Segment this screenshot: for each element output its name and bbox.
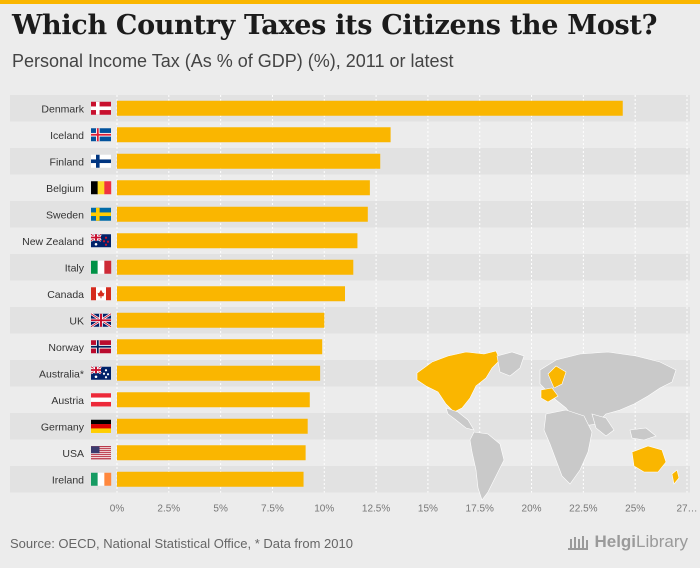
- category-label: Germany: [41, 421, 85, 433]
- category-label: Sweden: [46, 209, 84, 221]
- category-label: Belgium: [46, 183, 84, 195]
- brand-name-b: Library: [636, 532, 688, 551]
- x-tick-label: 15%: [418, 504, 438, 515]
- x-tick-label: 25%: [625, 504, 645, 515]
- flag-fi-icon: [91, 154, 111, 168]
- bar-is: [117, 127, 391, 143]
- row-band: [10, 466, 690, 493]
- category-label: Australia*: [39, 368, 84, 380]
- bar-it: [117, 259, 354, 275]
- map-region: [540, 387, 559, 403]
- category-label: Ireland: [52, 474, 84, 486]
- map-region: [671, 469, 680, 485]
- map-region: [469, 431, 505, 501]
- category-label: Denmark: [41, 103, 84, 115]
- chart-subtitle: Personal Income Tax (As % of GDP) (%), 2…: [12, 51, 454, 71]
- flag-be-icon: [91, 181, 112, 195]
- category-label: Italy: [65, 262, 85, 274]
- map-region: [629, 427, 657, 441]
- x-tick-label: 5%: [213, 504, 228, 515]
- top-accent-bar: [0, 0, 700, 4]
- flag-at-icon: [91, 393, 111, 407]
- map-region: [591, 413, 615, 437]
- map-region: [631, 445, 667, 473]
- flag-no-icon: [91, 340, 111, 354]
- category-label: Iceland: [50, 130, 84, 142]
- bar-se: [117, 206, 368, 222]
- category-label: USA: [62, 448, 84, 460]
- flag-nz-icon: [90, 233, 111, 248]
- bar-nz: [117, 233, 358, 249]
- map-region: [416, 350, 501, 413]
- bar-be: [117, 180, 370, 196]
- bar-no: [117, 339, 323, 355]
- bar-au: [117, 365, 321, 381]
- bar-de: [117, 418, 308, 434]
- category-label: Canada: [47, 289, 84, 301]
- map-region: [543, 409, 593, 485]
- x-tick-label: 27…: [676, 504, 697, 515]
- x-tick-label: 2.5%: [157, 504, 180, 515]
- bar-dk: [117, 100, 623, 116]
- bar-ca: [117, 286, 345, 302]
- x-tick-label: 20%: [522, 504, 542, 515]
- brand-name-a: Helgi: [594, 532, 637, 551]
- flag-it-icon: [91, 260, 112, 274]
- flag-se-icon: [91, 207, 111, 221]
- category-label: New Zealand: [22, 236, 84, 248]
- x-tick-label: 0%: [110, 504, 125, 515]
- x-tick-label: 17.5%: [466, 504, 494, 515]
- x-tick-label: 7.5%: [261, 504, 284, 515]
- x-tick-label: 22.5%: [569, 504, 597, 515]
- category-label: Austria: [51, 395, 84, 407]
- flag-is-icon: [91, 128, 111, 142]
- helgi-library-logo[interactable]: HelgiLibrary: [567, 532, 688, 552]
- flag-dk-icon: [91, 101, 111, 115]
- chart-title: Which Country Taxes its Citizens the Mos…: [12, 10, 658, 41]
- bar-fi: [117, 153, 381, 169]
- category-label: UK: [69, 315, 84, 327]
- category-label: Norway: [48, 342, 84, 354]
- x-tick-label: 12.5%: [362, 504, 390, 515]
- map-region: [539, 351, 677, 427]
- flag-ie-icon: [91, 472, 112, 486]
- library-columns-icon: [568, 536, 589, 550]
- bar-us: [117, 445, 306, 461]
- map-region: [547, 365, 567, 389]
- bar-ie: [117, 471, 304, 487]
- map-region: [445, 407, 475, 431]
- flag-us-icon: [91, 446, 111, 460]
- world-map: [416, 350, 680, 501]
- flag-ca-icon: [91, 287, 111, 301]
- category-label: Finland: [50, 156, 85, 168]
- source-note: Source: OECD, National Statistical Offic…: [10, 536, 353, 551]
- map-region: [496, 351, 525, 377]
- bar-uk: [117, 312, 325, 328]
- row-band: [10, 307, 690, 334]
- flag-au-icon: [90, 365, 111, 380]
- bar-at: [117, 392, 310, 408]
- flag-uk-icon: [90, 312, 112, 328]
- flag-de-icon: [91, 419, 111, 433]
- x-tick-label: 10%: [314, 504, 334, 515]
